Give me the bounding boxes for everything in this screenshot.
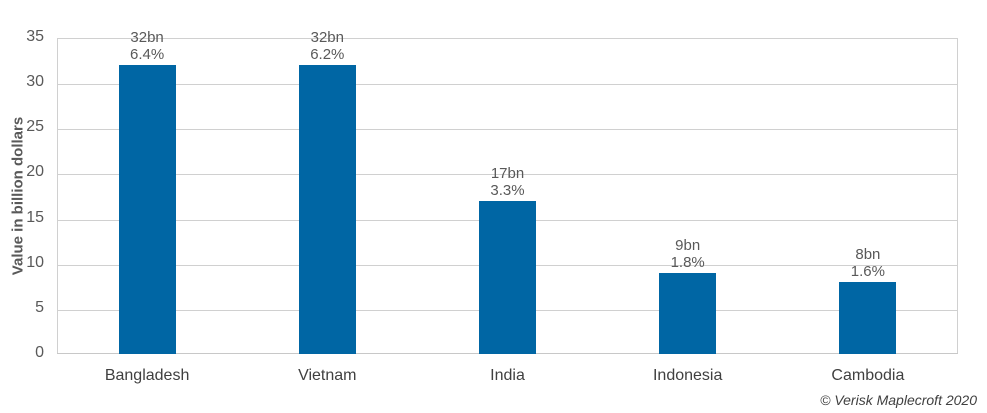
value-label: 9bn [675, 236, 701, 254]
gridline [58, 129, 957, 131]
bar-data-label: 32bn 6.4% [97, 29, 197, 63]
y-tick-label: 25 [26, 118, 44, 136]
y-tick-label: 20 [26, 163, 44, 181]
bar-india [479, 200, 536, 354]
percent-label: 6.2% [310, 46, 345, 64]
value-label: 8bn [855, 245, 881, 263]
percent-label: 1.8% [670, 253, 705, 271]
y-tick-label: 0 [35, 344, 44, 361]
y-tick-label: 35 [26, 28, 44, 45]
y-tick-label: 10 [26, 253, 44, 271]
bar-data-label: 32bn 6.2% [277, 29, 377, 63]
bar-data-label: 8bn 1.6% [818, 246, 918, 280]
value-label: 17bn [490, 164, 525, 182]
x-tick-label: Indonesia [652, 367, 723, 384]
percent-label: 6.4% [129, 46, 165, 64]
x-tick-label: Bangladesh [104, 367, 190, 384]
bar-data-label: 17bn 3.3% [458, 165, 558, 199]
y-tick-label: 30 [26, 73, 44, 91]
percent-label: 3.3% [490, 181, 525, 199]
value-label: 32bn [310, 29, 344, 47]
y-tick-label: 5 [35, 298, 44, 316]
percent-label: 1.6% [850, 262, 885, 280]
gridline [58, 84, 957, 86]
copyright-credit: © Verisk Maplecroft 2020 [820, 392, 977, 408]
y-axis-label: Value in billion dollars [9, 116, 27, 276]
x-tick-label: Cambodia [831, 367, 905, 384]
bar-bangladesh [118, 65, 176, 354]
bar-indonesia [659, 272, 717, 354]
gridline [58, 174, 957, 176]
y-tick-label: 15 [26, 208, 44, 226]
x-tick-label: India [490, 367, 525, 384]
value-label: 32bn [130, 29, 164, 47]
bar-data-label: 9bn 1.8% [638, 237, 738, 271]
x-tick-label: Vietnam [298, 367, 357, 384]
bar-cambodia [839, 281, 897, 354]
bar-vietnam [298, 65, 356, 354]
